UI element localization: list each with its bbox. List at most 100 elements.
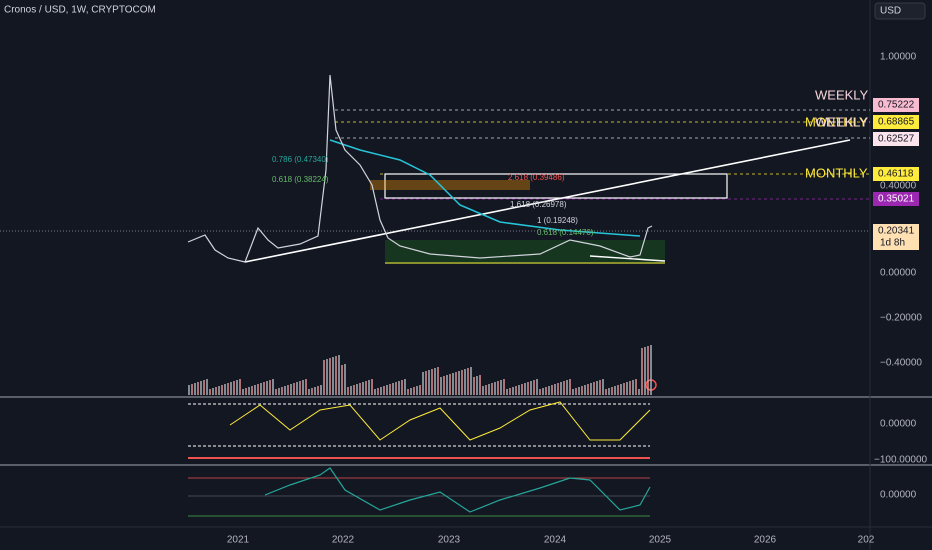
volume-bar	[605, 389, 607, 395]
volume-bar	[356, 384, 358, 395]
volume-bar	[329, 358, 331, 395]
volume-bar	[242, 389, 244, 395]
volume-bar	[191, 384, 193, 395]
volume-bar	[449, 374, 451, 395]
volume-bar	[383, 386, 385, 395]
volume-bar	[410, 388, 412, 395]
volume-bar	[434, 368, 436, 395]
volume-bar	[470, 367, 472, 395]
volume-bar	[527, 382, 529, 395]
volume-bar	[299, 381, 301, 395]
volume-bar	[398, 381, 400, 395]
supply-box	[384, 173, 728, 199]
volume-bar	[509, 388, 511, 395]
volume-bar	[320, 385, 322, 395]
volume-bar	[404, 379, 406, 395]
volume-bar	[194, 383, 196, 395]
volume-bar	[290, 384, 292, 395]
volume-bar	[368, 380, 370, 395]
volume-bar	[482, 386, 484, 395]
symbol-title: Cronos / USD, 1W, CRYPTOCOM	[4, 5, 156, 16]
volume-bar	[602, 379, 604, 395]
badge-bg	[873, 98, 919, 112]
volume-bar	[323, 360, 325, 395]
badge-bg	[873, 167, 919, 181]
volume-bar	[578, 387, 580, 395]
volume-bar	[575, 388, 577, 395]
price-tick-label: −0.20000	[880, 313, 922, 324]
volume-bar	[614, 386, 616, 395]
volume-bar	[209, 389, 211, 395]
volume-bar	[344, 364, 346, 395]
price-tick-label: 0.00000	[880, 490, 917, 501]
volume-bar	[332, 357, 334, 395]
volume-bar	[479, 375, 481, 395]
volume-bar	[554, 384, 556, 395]
volume-bar	[353, 385, 355, 395]
volume-bar	[221, 385, 223, 395]
volume-bar	[260, 383, 262, 395]
volume-bar	[644, 347, 646, 395]
price-tick-label: −100.00000	[874, 455, 928, 466]
price-badge: 0.68865	[878, 117, 915, 128]
volume-bar	[545, 387, 547, 395]
time-tick-label: 2021	[227, 535, 250, 546]
volume-bar	[230, 382, 232, 395]
volume-bar	[572, 389, 574, 395]
volume-bar	[401, 380, 403, 395]
volume-bar	[491, 383, 493, 395]
volume-bar	[245, 388, 247, 395]
fib-label: 1 (0.19248)	[537, 216, 578, 225]
volume-bar	[494, 382, 496, 395]
volume-bar	[620, 384, 622, 395]
volume-bar	[272, 379, 274, 395]
volume-bar	[308, 389, 310, 395]
volume-bar	[569, 379, 571, 395]
currency-button[interactable]	[874, 2, 926, 20]
volume-bar	[302, 380, 304, 395]
volume-bar	[248, 387, 250, 395]
volume-bar	[347, 387, 349, 395]
volume-bar	[473, 377, 475, 395]
volume-bar	[257, 384, 259, 395]
volume-bar	[293, 383, 295, 395]
price-badge: 0.35021	[878, 194, 915, 205]
countdown: 1d 8h	[880, 238, 905, 249]
currency-label[interactable]: USD	[880, 6, 901, 17]
time-tick-label: 2023	[438, 535, 461, 546]
volume-bar	[506, 389, 508, 395]
volume-bar	[635, 379, 637, 395]
volume-bar	[218, 386, 220, 395]
volume-bar	[317, 386, 319, 395]
volume-bar	[530, 381, 532, 395]
volume-bar	[557, 383, 559, 395]
trendline	[244, 139, 851, 263]
volume-bar	[443, 376, 445, 395]
volume-bar	[581, 386, 583, 395]
volume-bar	[608, 388, 610, 395]
volume-bar	[422, 372, 424, 395]
volume-bar	[311, 388, 313, 395]
price-series	[187, 74, 653, 263]
volume-bar	[521, 384, 523, 395]
annotation: WEEKLY	[815, 114, 869, 129]
price-badge: 0.46118	[878, 169, 914, 180]
volume-bar	[275, 389, 277, 395]
volume-bar	[425, 371, 427, 395]
volume-bar	[200, 381, 202, 395]
volume-bar	[455, 372, 457, 395]
volume-bar	[542, 388, 544, 395]
volume-bar	[380, 387, 382, 395]
price-tick-label: −0.40000	[880, 358, 922, 369]
fib-label: 2.618 (0.39486)	[508, 173, 565, 182]
volume-bar	[611, 387, 613, 395]
volume-bar	[377, 388, 379, 395]
volume-bar	[566, 380, 568, 395]
trendline	[589, 255, 666, 262]
macd-line	[264, 467, 651, 513]
volume-bar	[551, 385, 553, 395]
volume-bar	[392, 383, 394, 395]
volume-bar	[233, 381, 235, 395]
volume-bar	[437, 367, 439, 395]
volume-bar	[461, 370, 463, 395]
